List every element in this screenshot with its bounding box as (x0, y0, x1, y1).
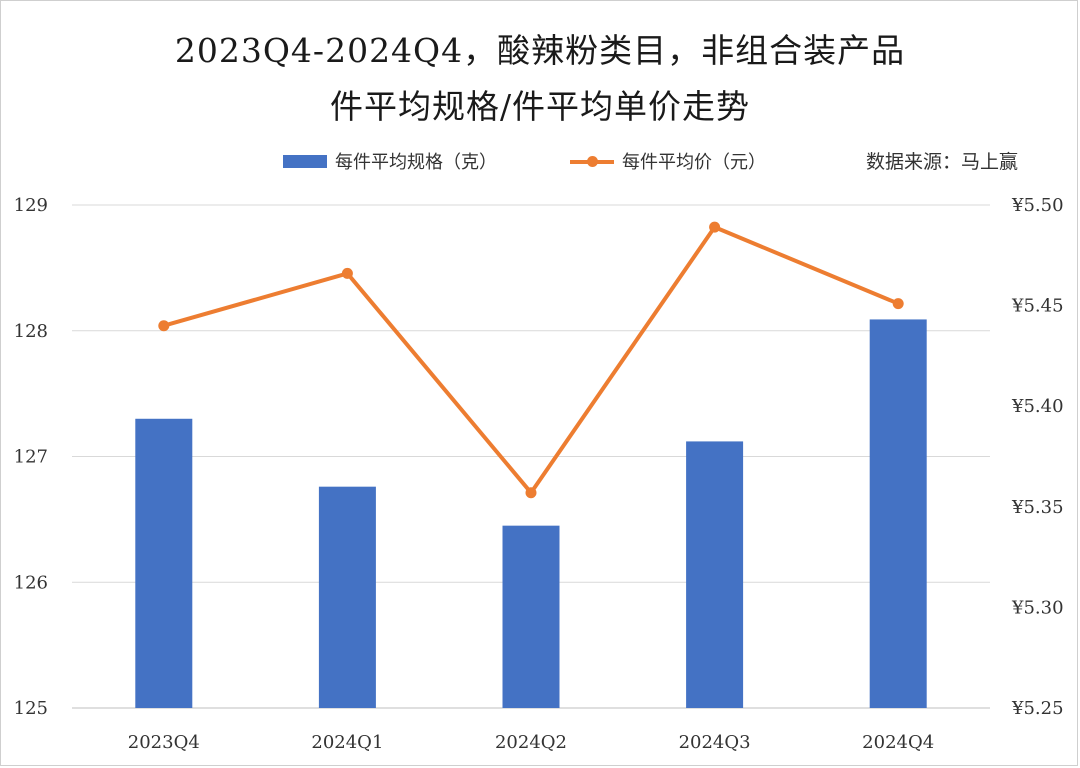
y-left-tick-label: 125 (14, 698, 48, 719)
price-point (709, 221, 721, 233)
bar (869, 319, 927, 708)
chart-title-line1: 2023Q4-2024Q4，酸辣粉类目，非组合装产品 (174, 31, 906, 70)
x-tick-label: 2024Q3 (679, 732, 751, 753)
price-point (525, 487, 537, 499)
bar (502, 525, 560, 708)
legend-bar-swatch (283, 154, 327, 168)
y-right-tick-label: ¥5.35 (1011, 497, 1064, 518)
y-left-tick-label: 127 (14, 447, 48, 468)
bar (686, 441, 744, 708)
x-tick-label: 2024Q2 (495, 732, 567, 753)
chart-title-line2: 件平均规格/件平均单价走势 (329, 87, 751, 126)
y-left-tick-label: 126 (14, 572, 48, 593)
legend-item-line: 每件平均价（元） (570, 148, 766, 174)
y-right-tick-label: ¥5.50 (1011, 195, 1064, 216)
bar (318, 486, 376, 708)
y-right-tick-label: ¥5.25 (1011, 698, 1064, 719)
legend-line-label: 每件平均价（元） (622, 152, 766, 173)
y-left-tick-label: 129 (14, 195, 48, 216)
legend-bar-label: 每件平均规格（克） (335, 152, 497, 173)
legend-line-swatch (570, 155, 614, 168)
bar (135, 418, 193, 708)
price-point (341, 267, 353, 279)
x-tick-label: 2024Q4 (862, 732, 934, 753)
x-tick-label: 2024Q1 (311, 732, 383, 753)
data-source-note: 数据来源：马上赢 (866, 151, 1019, 173)
y-right-tick-label: ¥5.40 (1011, 396, 1064, 417)
x-tick-label: 2023Q4 (128, 732, 200, 753)
y-right-tick-label: ¥5.30 (1011, 597, 1064, 618)
price-point (158, 320, 170, 332)
y-left-tick-label: 128 (14, 321, 48, 342)
y-right-tick-label: ¥5.45 (1011, 296, 1064, 317)
legend-item-bar: 每件平均规格（克） (283, 148, 497, 174)
price-point (892, 298, 904, 310)
price-line (163, 225, 899, 495)
